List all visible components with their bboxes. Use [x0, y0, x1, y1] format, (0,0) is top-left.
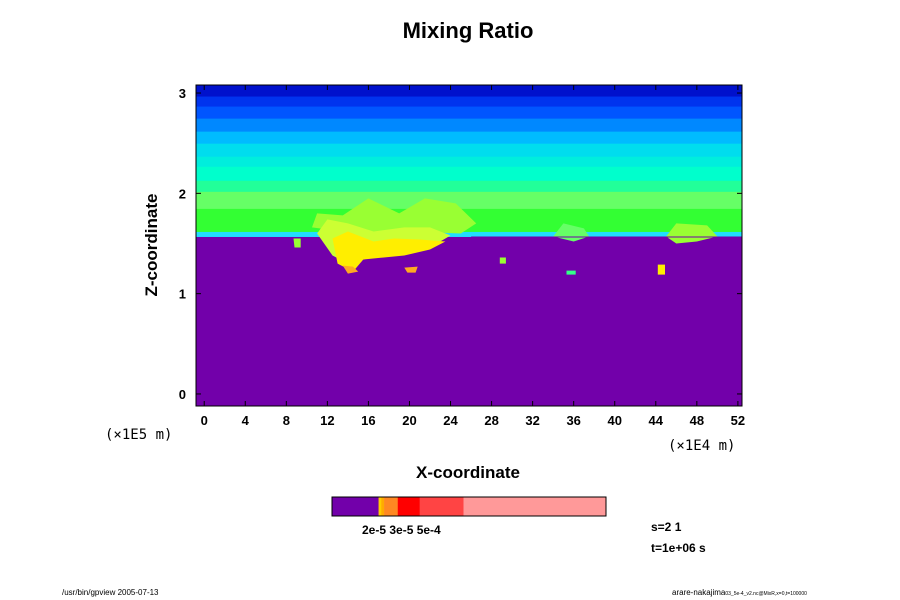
feature-blob-9: [293, 238, 301, 248]
x-tick-label: 28: [484, 413, 498, 428]
colorbar-segment-3: [384, 497, 399, 516]
x-tick-label: 8: [283, 413, 290, 428]
y-tick-label: 3: [179, 86, 186, 101]
feature-right-plume-48: [666, 223, 718, 244]
colorbar-segment-6: [463, 497, 607, 516]
y-scale-label: (×1E5 m): [105, 427, 172, 443]
x-tick-label: 32: [525, 413, 539, 428]
y-axis-label: Z-coordinate: [142, 194, 161, 297]
feature-yellow-core: [332, 231, 446, 272]
x-tick-label: 44: [649, 413, 664, 428]
feature-green-wisps: [312, 198, 477, 234]
x-tick-label: 40: [608, 413, 622, 428]
x-tick-label: 16: [361, 413, 375, 428]
x-tick-label: 12: [320, 413, 334, 428]
band-7: [196, 131, 742, 144]
band-4: [196, 166, 742, 181]
x-axis-label: X-coordinate: [416, 463, 520, 482]
lower-layer: [196, 236, 742, 406]
y-tick-label: 0: [179, 387, 186, 402]
chart-title: Mixing Ratio: [403, 18, 534, 43]
band-6: [196, 143, 742, 157]
band-2: [196, 191, 742, 209]
colorbar-segment-4: [397, 497, 420, 516]
band-9: [196, 106, 742, 119]
x-tick-label: 52: [731, 413, 745, 428]
x-tick-label: 24: [443, 413, 458, 428]
colorbar-segment-5: [419, 497, 464, 516]
colorbar-segment-2: [381, 497, 385, 516]
x-tick-label: 0: [201, 413, 208, 428]
s-label: s=2 1: [651, 520, 682, 534]
band-0: [196, 231, 742, 237]
feature-orange-spot-2: [404, 266, 418, 273]
colorbar-segment-0: [332, 497, 379, 516]
colorbar-segment-1: [378, 497, 382, 516]
x-tick-label: 20: [402, 413, 416, 428]
x-tick-label: 48: [690, 413, 704, 428]
feature-orange-spot: [342, 265, 359, 274]
feature-purple-undercut: [471, 236, 742, 238]
feature-blob-29: [499, 257, 506, 264]
band-11: [196, 85, 742, 97]
y-tick-label: 1: [179, 287, 186, 302]
footer-right: arare-nakajima03_5e-4_v2.nc@MixR,x=0,t=1…: [672, 588, 807, 597]
t-label: t=1e+06 s: [651, 541, 706, 555]
colorbar: [332, 497, 607, 516]
colorbar-frame: [331, 496, 607, 517]
y-tick-label: 2: [179, 186, 186, 201]
x-scale-label: (×1E4 m): [668, 438, 735, 454]
footer-left: /usr/bin/gpview 2005-07-13: [62, 588, 159, 597]
footer-right-main: arare-nakajima: [672, 588, 726, 597]
x-tick-label: 36: [566, 413, 580, 428]
band-10: [196, 96, 742, 107]
footer-right-small: 03_5e-4_v2.nc@MixR,x=0,t=100000: [725, 591, 807, 597]
feature-blob-36: [566, 270, 576, 275]
band-3: [196, 180, 742, 192]
x-tick-label: 4: [242, 413, 250, 428]
colorbar-labels: 2e-5 3e-5 5e-4: [362, 523, 441, 537]
band-8: [196, 118, 742, 132]
feature-blob-44: [657, 264, 665, 275]
plot-area: [196, 85, 742, 406]
band-5: [196, 156, 742, 167]
plot-frame: [195, 84, 743, 407]
